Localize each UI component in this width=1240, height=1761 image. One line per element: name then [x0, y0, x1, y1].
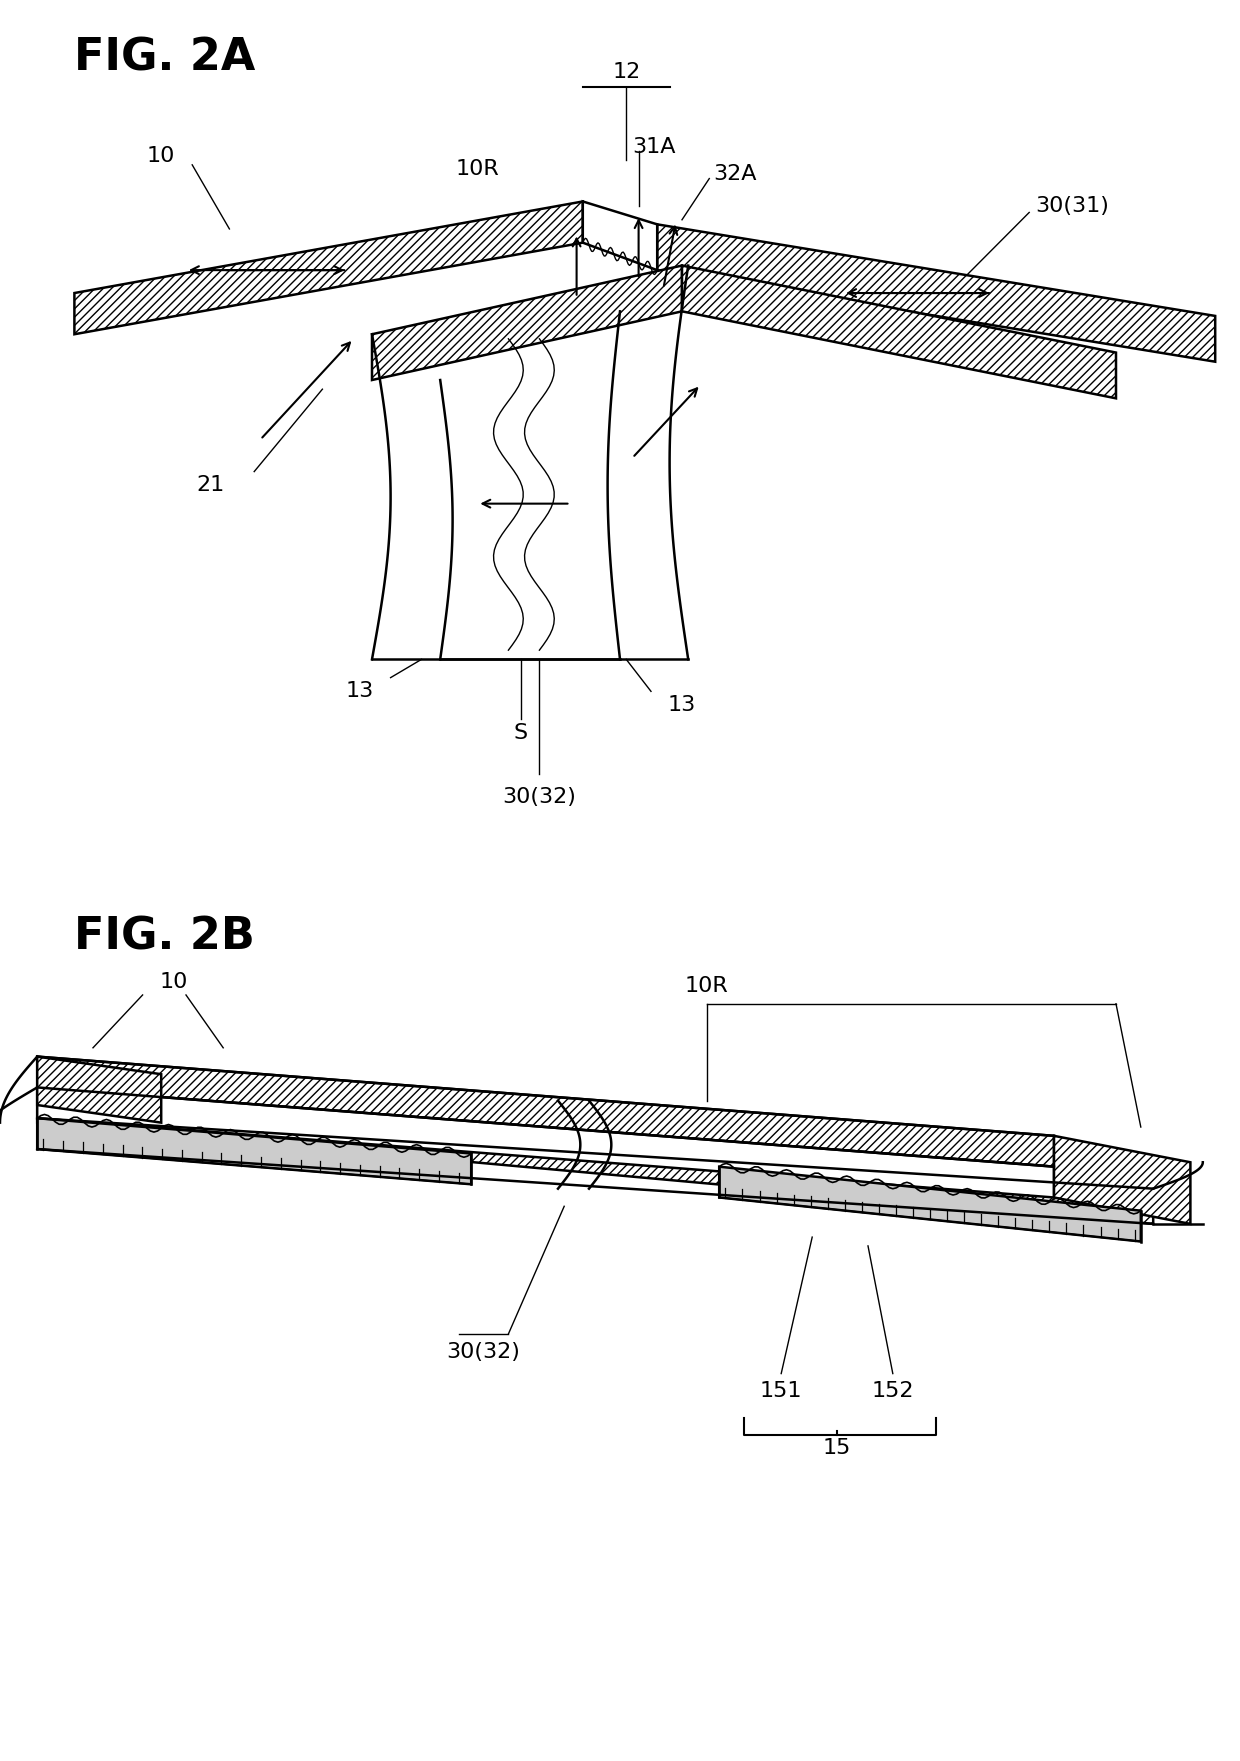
Text: 152: 152 — [872, 1381, 914, 1402]
Text: 21: 21 — [197, 475, 224, 495]
Polygon shape — [583, 201, 657, 269]
Text: 30(32): 30(32) — [502, 787, 577, 807]
Text: 31A: 31A — [632, 137, 676, 157]
Text: 32A: 32A — [713, 164, 756, 183]
Text: 13: 13 — [668, 696, 696, 715]
Text: 13: 13 — [346, 682, 373, 701]
Text: 10R: 10R — [684, 976, 729, 997]
Text: 12: 12 — [613, 62, 640, 83]
Polygon shape — [74, 201, 583, 335]
Polygon shape — [37, 1057, 1054, 1166]
Polygon shape — [37, 1087, 1054, 1197]
Text: FIG. 2A: FIG. 2A — [74, 37, 255, 79]
Text: 15: 15 — [823, 1439, 851, 1458]
Text: 30(32): 30(32) — [446, 1342, 521, 1361]
Text: 10: 10 — [148, 146, 175, 166]
Text: 30(31): 30(31) — [1035, 195, 1110, 217]
Polygon shape — [372, 266, 682, 380]
Polygon shape — [37, 1057, 161, 1124]
Polygon shape — [657, 224, 1215, 361]
Polygon shape — [682, 266, 1116, 398]
Polygon shape — [37, 1087, 1153, 1224]
Polygon shape — [1054, 1136, 1190, 1224]
Text: S: S — [513, 722, 528, 743]
Polygon shape — [37, 1118, 471, 1183]
Text: FIG. 2B: FIG. 2B — [74, 916, 255, 958]
Text: 151: 151 — [760, 1381, 802, 1402]
Polygon shape — [719, 1166, 1141, 1242]
Text: 10: 10 — [160, 972, 187, 991]
Text: 10R: 10R — [455, 160, 500, 180]
